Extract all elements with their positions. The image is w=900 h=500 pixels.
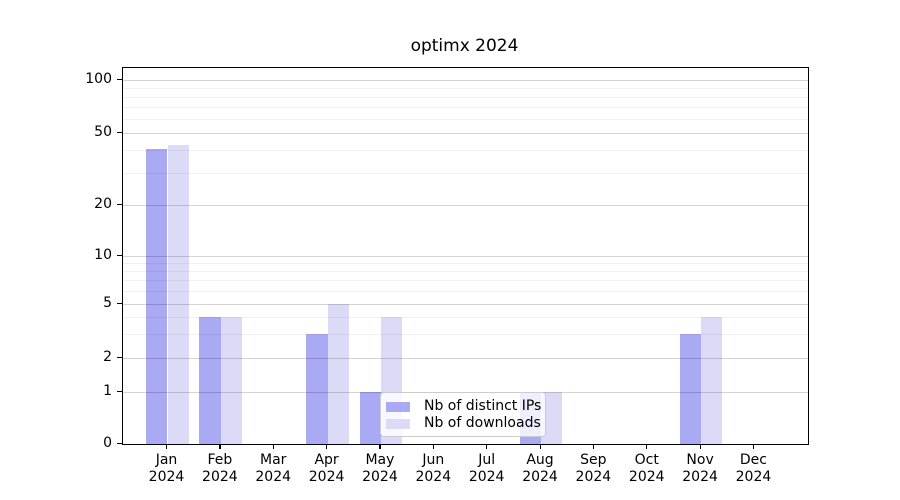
legend-row-downloads: Nb of downloads bbox=[386, 415, 541, 432]
legend-swatch-distinct-ips bbox=[386, 401, 410, 412]
gridline-y-60 bbox=[123, 118, 808, 120]
gridline-y-9 bbox=[123, 262, 808, 264]
x-tick-label-dec: Dec 2024 bbox=[735, 452, 772, 485]
x-tick-label-jul: Jul 2024 bbox=[468, 452, 505, 485]
bar-nov-downloads bbox=[701, 317, 723, 444]
plot-area bbox=[122, 67, 809, 445]
y-tick-mark-20 bbox=[117, 203, 122, 205]
x-tick-mark-may bbox=[379, 444, 381, 449]
gridline-y-80 bbox=[123, 96, 808, 98]
gridline-y-90 bbox=[123, 87, 808, 89]
gridline-y-50 bbox=[123, 132, 808, 134]
bar-jan-downloads bbox=[167, 144, 189, 444]
y-tick-label-20: 20 bbox=[94, 196, 112, 212]
y-tick-mark-10 bbox=[117, 254, 122, 256]
grid-layer bbox=[123, 68, 808, 444]
bar-aug-downloads bbox=[541, 392, 563, 444]
y-tick-mark-0 bbox=[117, 442, 122, 444]
gridline-y-70 bbox=[123, 106, 808, 108]
bar-feb-distinct-ips bbox=[199, 317, 221, 444]
x-tick-label-feb: Feb 2024 bbox=[202, 452, 238, 485]
x-tick-mark-jan bbox=[166, 444, 168, 449]
x-tick-label-may: May 2024 bbox=[362, 452, 398, 485]
x-tick-mark-sep bbox=[592, 444, 595, 449]
x-tick-mark-nov bbox=[699, 444, 701, 449]
bar-apr-downloads bbox=[327, 304, 349, 444]
legend: Nb of distinct IPs Nb of downloads bbox=[380, 392, 546, 437]
y-tick-label-50: 50 bbox=[94, 124, 112, 140]
gridline-y-6 bbox=[123, 290, 808, 292]
gridline-y-3 bbox=[123, 333, 808, 335]
gridline-y-40 bbox=[123, 150, 808, 152]
y-tick-mark-1 bbox=[117, 390, 122, 392]
legend-row-distinct-ips: Nb of distinct IPs bbox=[386, 398, 541, 415]
gridline-y-10 bbox=[123, 255, 808, 257]
gridline-y-2 bbox=[123, 357, 808, 359]
chart-title: optimx 2024 bbox=[410, 36, 519, 56]
y-tick-label-0: 0 bbox=[103, 435, 112, 451]
gridline-y-20 bbox=[123, 204, 808, 206]
y-tick-label-1: 1 bbox=[103, 383, 112, 399]
gridline-y-100 bbox=[123, 79, 808, 81]
bar-feb-downloads bbox=[220, 317, 243, 444]
y-tick-mark-5 bbox=[117, 302, 122, 304]
x-tick-label-aug: Aug 2024 bbox=[522, 452, 558, 485]
x-tick-label-apr: Apr 2024 bbox=[308, 452, 345, 485]
x-tick-label-oct: Oct 2024 bbox=[628, 452, 665, 485]
gridline-y-5 bbox=[123, 303, 808, 305]
gridline-y-7 bbox=[123, 280, 808, 282]
x-tick-label-sep: Sep 2024 bbox=[575, 452, 612, 485]
x-tick-mark-mar bbox=[272, 444, 274, 449]
x-tick-label-mar: Mar 2024 bbox=[255, 452, 292, 485]
x-tick-mark-dec bbox=[752, 444, 755, 449]
x-tick-mark-jun bbox=[432, 444, 434, 449]
x-tick-mark-aug bbox=[539, 444, 541, 449]
bar-nov-distinct-ips bbox=[679, 334, 702, 444]
y-tick-mark-100 bbox=[117, 78, 122, 80]
gridline-y-4 bbox=[123, 316, 808, 318]
x-tick-mark-jul bbox=[486, 444, 488, 449]
y-tick-label-10: 10 bbox=[94, 247, 112, 263]
gridline-y-8 bbox=[123, 270, 808, 272]
bar-jan-distinct-ips bbox=[146, 148, 168, 444]
x-tick-mark-oct bbox=[646, 444, 648, 449]
x-tick-label-jun: Jun 2024 bbox=[415, 452, 452, 485]
y-tick-mark-2 bbox=[117, 356, 122, 358]
x-tick-label-jan: Jan 2024 bbox=[148, 452, 185, 485]
x-tick-label-nov: Nov 2024 bbox=[682, 452, 718, 485]
legend-label-distinct-ips: Nb of distinct IPs bbox=[424, 398, 542, 414]
x-tick-mark-apr bbox=[326, 444, 328, 449]
gridline-y-30 bbox=[123, 172, 808, 174]
y-tick-label-100: 100 bbox=[85, 71, 112, 87]
y-tick-label-2: 2 bbox=[103, 349, 112, 365]
legend-label-downloads: Nb of downloads bbox=[424, 415, 541, 431]
y-tick-label-5: 5 bbox=[103, 295, 112, 311]
x-tick-mark-feb bbox=[219, 444, 221, 449]
legend-swatch-downloads bbox=[386, 418, 410, 429]
bar-may-distinct-ips bbox=[359, 392, 381, 444]
y-tick-mark-50 bbox=[117, 131, 122, 133]
bar-apr-distinct-ips bbox=[306, 334, 328, 444]
